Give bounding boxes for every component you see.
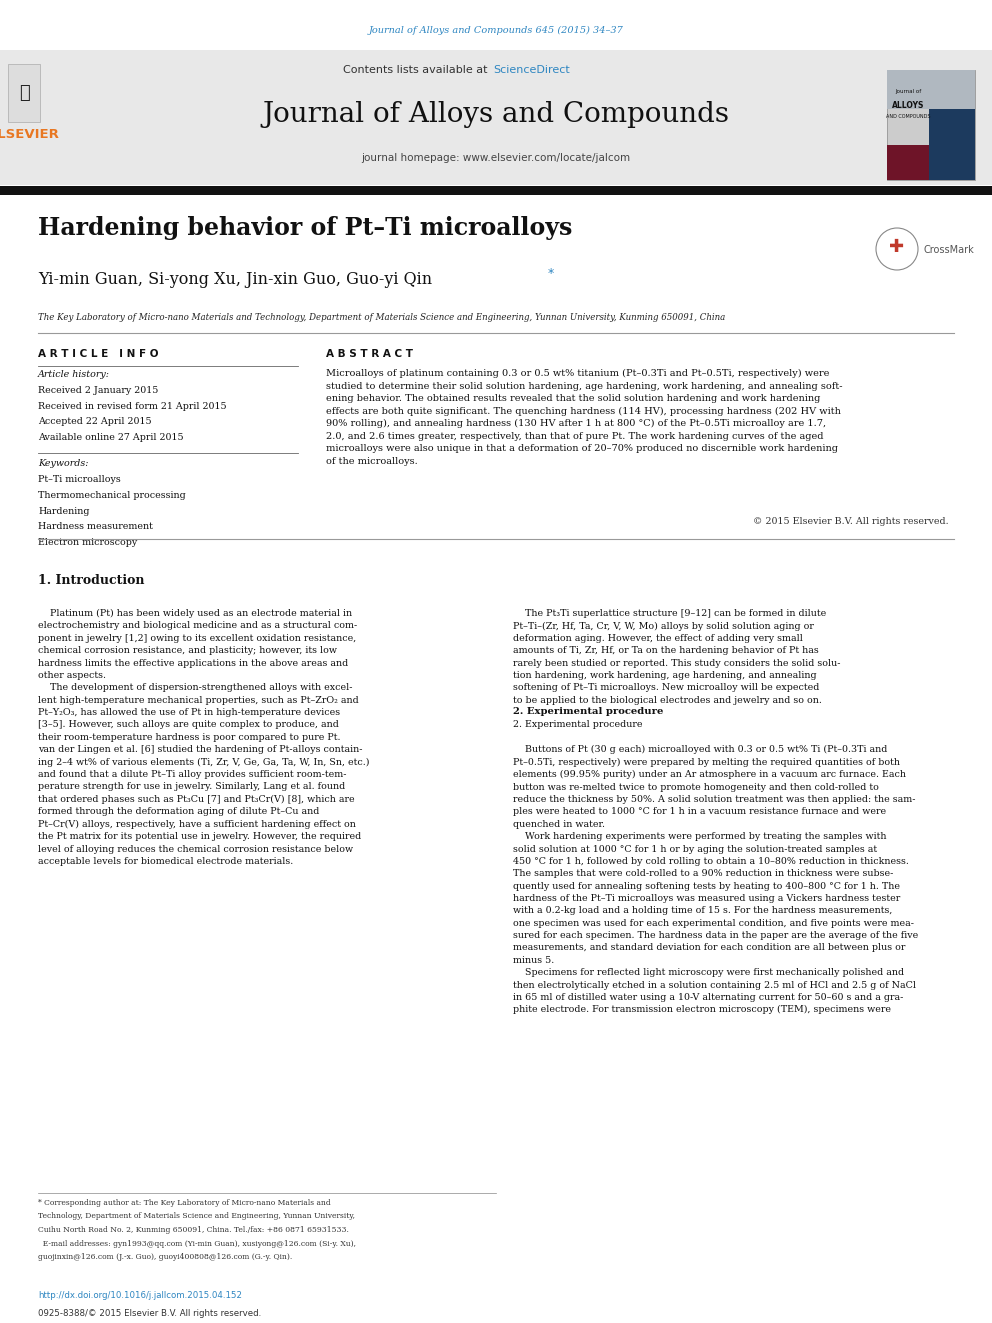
Text: journal homepage: www.elsevier.com/locate/jalcom: journal homepage: www.elsevier.com/locat… <box>361 153 631 163</box>
Text: Accepted 22 April 2015: Accepted 22 April 2015 <box>38 417 152 426</box>
Text: Received 2 January 2015: Received 2 January 2015 <box>38 386 159 394</box>
Text: Hardening: Hardening <box>38 507 89 516</box>
Bar <box>8 64 40 122</box>
Text: Thermomechanical processing: Thermomechanical processing <box>38 491 186 500</box>
Text: Hardness measurement: Hardness measurement <box>38 523 153 532</box>
Text: Electron microscopy: Electron microscopy <box>38 538 137 548</box>
Text: Journal of: Journal of <box>895 90 922 94</box>
Text: *: * <box>548 267 555 280</box>
Text: The Pt₃Ti superlattice structure [9–12] can be formed in dilute
Pt–Ti–(Zr, Hf, T: The Pt₃Ti superlattice structure [9–12] … <box>513 609 919 1015</box>
Text: Contents lists available at: Contents lists available at <box>343 65 491 75</box>
Text: * Corresponding author at: The Key Laboratory of Micro-nano Materials and: * Corresponding author at: The Key Labor… <box>38 1199 330 1207</box>
Text: A R T I C L E   I N F O: A R T I C L E I N F O <box>38 349 159 359</box>
Text: ✚: ✚ <box>890 238 905 255</box>
Text: http://dx.doi.org/10.1016/j.jallcom.2015.04.152: http://dx.doi.org/10.1016/j.jallcom.2015… <box>38 1291 242 1301</box>
Text: Cuihu North Road No. 2, Kunming 650091, China. Tel./fax: +86 0871 65931533.: Cuihu North Road No. 2, Kunming 650091, … <box>38 1226 349 1234</box>
Text: Received in revised form 21 April 2015: Received in revised form 21 April 2015 <box>38 402 226 410</box>
Text: © 2015 Elsevier B.V. All rights reserved.: © 2015 Elsevier B.V. All rights reserved… <box>753 517 949 527</box>
Text: Article history:: Article history: <box>38 370 110 378</box>
Text: ELSEVIER: ELSEVIER <box>0 127 60 140</box>
Bar <box>887 70 975 108</box>
Text: Available online 27 April 2015: Available online 27 April 2015 <box>38 433 184 442</box>
Text: 2. Experimental procedure: 2. Experimental procedure <box>513 706 664 716</box>
Text: Journal of Alloys and Compounds: Journal of Alloys and Compounds <box>263 102 729 128</box>
Text: E-mail addresses: gyn1993@qq.com (Yi-min Guan), xusiyong@126.com (Si-y. Xu),: E-mail addresses: gyn1993@qq.com (Yi-min… <box>38 1240 356 1248</box>
Text: ALLOYS: ALLOYS <box>892 101 925 110</box>
Text: CrossMark: CrossMark <box>923 245 974 255</box>
Text: Journal of Alloys and Compounds 645 (2015) 34–37: Journal of Alloys and Compounds 645 (201… <box>369 25 623 34</box>
Text: Pt–Ti microalloys: Pt–Ti microalloys <box>38 475 121 484</box>
Text: Hardening behavior of Pt–Ti microalloys: Hardening behavior of Pt–Ti microalloys <box>38 216 572 239</box>
Text: Keywords:: Keywords: <box>38 459 88 468</box>
Bar <box>0 187 992 194</box>
Bar <box>930 108 975 180</box>
Bar <box>887 70 975 180</box>
Text: A B S T R A C T: A B S T R A C T <box>326 349 414 359</box>
Text: 🌿: 🌿 <box>19 83 30 102</box>
Text: The Key Laboratory of Micro-nano Materials and Technology, Department of Materia: The Key Laboratory of Micro-nano Materia… <box>38 314 725 321</box>
Text: Platinum (Pt) has been widely used as an electrode material in
electrochemistry : Platinum (Pt) has been widely used as an… <box>38 609 369 865</box>
Text: AND COMPOUNDS: AND COMPOUNDS <box>886 114 930 119</box>
Text: Microalloys of platinum containing 0.3 or 0.5 wt% titanium (Pt–0.3Ti and Pt–0.5T: Microalloys of platinum containing 0.3 o… <box>326 369 843 466</box>
Text: guojinxin@126.com (J.-x. Guo), guoyi400808@126.com (G.-y. Qin).: guojinxin@126.com (J.-x. Guo), guoyi4008… <box>38 1253 293 1261</box>
Text: Technology, Department of Materials Science and Engineering, Yunnan University,: Technology, Department of Materials Scie… <box>38 1212 355 1221</box>
Text: Yi-min Guan, Si-yong Xu, Jin-xin Guo, Guo-yi Qin: Yi-min Guan, Si-yong Xu, Jin-xin Guo, Gu… <box>38 271 433 288</box>
Text: 1. Introduction: 1. Introduction <box>38 574 145 587</box>
Text: 0925-8388/© 2015 Elsevier B.V. All rights reserved.: 0925-8388/© 2015 Elsevier B.V. All right… <box>38 1308 261 1318</box>
Text: ScienceDirect: ScienceDirect <box>493 65 569 75</box>
Bar <box>887 144 930 180</box>
Bar <box>0 50 992 185</box>
